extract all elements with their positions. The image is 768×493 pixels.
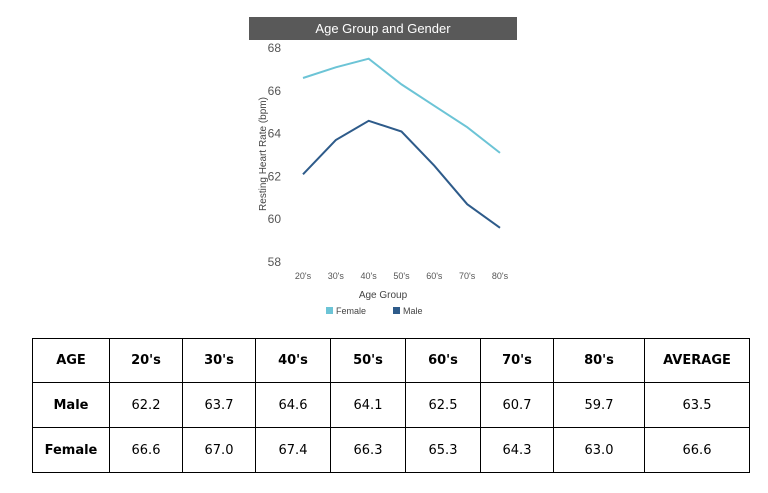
- table-cell: 64.3: [480, 427, 554, 473]
- y-tick-label: 62: [268, 169, 282, 183]
- table-row: Female 66.6 67.0 67.4 66.3 65.3 64.3 63.0 66.6: [32, 427, 750, 473]
- table-cell: 66.6: [644, 427, 750, 473]
- legend: Female Male: [326, 306, 423, 316]
- x-tick-label: 20's: [295, 271, 312, 281]
- table-header-cell: AVERAGE: [644, 338, 750, 383]
- legend-swatch-female: [326, 307, 333, 314]
- x-tick-label: 30's: [328, 271, 345, 281]
- legend-label-female: Female: [336, 306, 366, 316]
- table-cell: 60.7: [480, 382, 554, 428]
- table-row-label: Female: [32, 427, 110, 473]
- table-cell: 59.7: [553, 382, 645, 428]
- table-cell: 65.3: [405, 427, 481, 473]
- table-cell: 63.7: [182, 382, 256, 428]
- table-header-row: AGE 20's 30's 40's 50's 60's 70's 80's AVERAGE: [32, 338, 750, 383]
- table-cell: 62.2: [109, 382, 183, 428]
- table-header-cell: 50's: [330, 338, 406, 383]
- series-lines: [302, 57, 501, 229]
- table-row: Male 62.2 63.7 64.6 64.1 62.5 60.7 59.7 63.5: [32, 382, 750, 428]
- x-tick-label: 70's: [459, 271, 476, 281]
- table-header-cell: 70's: [480, 338, 554, 383]
- x-tick-label: 50's: [393, 271, 410, 281]
- y-axis-ticks: 58 60 62 64 66 68: [268, 41, 282, 269]
- table-header-cell: 20's: [109, 338, 183, 383]
- table-header-cell: 40's: [255, 338, 331, 383]
- series-line-female: [302, 57, 501, 154]
- legend-label-male: Male: [403, 306, 423, 316]
- table-cell: 63.5: [644, 382, 750, 428]
- table-cell: 67.0: [182, 427, 256, 473]
- table-header-cell: AGE: [32, 338, 110, 383]
- table-cell: 66.3: [330, 427, 406, 473]
- table-header-cell: 30's: [182, 338, 256, 383]
- table-header-cell: 60's: [405, 338, 481, 383]
- table-cell: 63.0: [553, 427, 645, 473]
- table-cell: 64.6: [255, 382, 331, 428]
- chart-title: Age Group and Gender: [315, 21, 451, 36]
- y-tick-label: 68: [268, 41, 282, 55]
- y-axis-label: Resting Heart Rate (bpm): [258, 97, 269, 211]
- y-tick-label: 64: [268, 127, 282, 141]
- table-cell: 62.5: [405, 382, 481, 428]
- y-tick-label: 58: [268, 255, 282, 269]
- y-tick-label: 66: [268, 84, 282, 98]
- x-axis-label: Age Group: [359, 290, 408, 301]
- table-cell: 66.6: [109, 427, 183, 473]
- table-header-cell: 80's: [553, 338, 645, 383]
- x-tick-label: 40's: [361, 271, 378, 281]
- line-chart: Age Group and Gender 58 60 62 64 66 68 20's 30…: [249, 17, 517, 316]
- table-cell: 67.4: [255, 427, 331, 473]
- x-tick-label: 80's: [492, 271, 509, 281]
- series-line-male: [302, 119, 501, 229]
- table-row-label: Male: [32, 382, 110, 428]
- table-cell: 64.1: [330, 382, 406, 428]
- data-table: AGE 20's 30's 40's 50's 60's 70's 80's AVERAGE M…: [32, 338, 750, 473]
- legend-swatch-male: [393, 307, 400, 314]
- x-tick-label: 60's: [426, 271, 443, 281]
- y-tick-label: 60: [268, 212, 282, 226]
- chart-title-bar: [249, 17, 517, 40]
- x-axis-ticks: 20's 30's 40's 50's 60's 70's 80's: [295, 271, 509, 281]
